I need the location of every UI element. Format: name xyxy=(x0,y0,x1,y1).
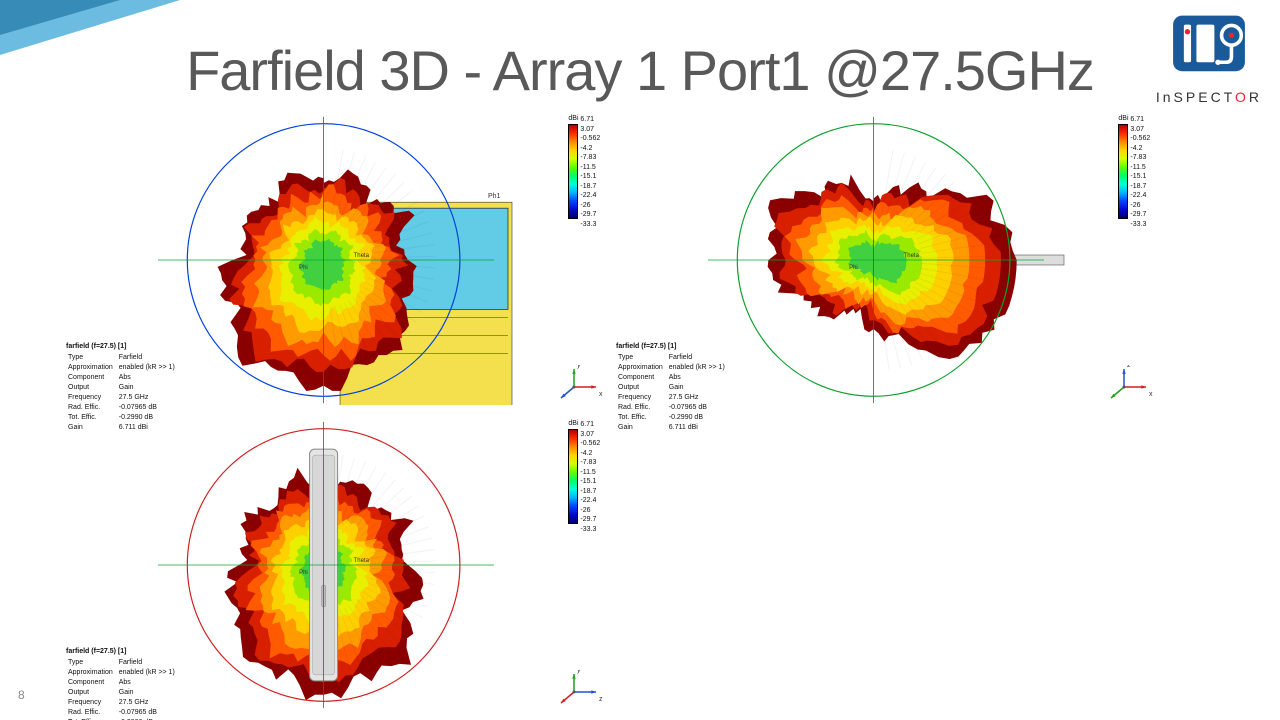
farfield-meta: farfield (f=27.5) [1]TypeFarfieldApproxi… xyxy=(616,343,731,434)
page-title: Farfield 3D - Array 1 Port1 @27.5GHz xyxy=(0,38,1280,103)
svg-text:y: y xyxy=(577,365,581,369)
logo-text: InSPECTOR xyxy=(1156,89,1262,105)
svg-text:Theta: Theta xyxy=(354,558,370,564)
svg-text:x: x xyxy=(1149,391,1153,398)
svg-text:Phi: Phi xyxy=(849,265,858,271)
farfield-meta: farfield (f=27.5) [1]TypeFarfieldApproxi… xyxy=(66,648,181,720)
dbi-colorbar: dBi6.713.07-0.562-4.2-7.83-11.5-15.1-18.… xyxy=(568,115,580,219)
svg-text:Theta: Theta xyxy=(904,253,920,259)
svg-text:Theta: Theta xyxy=(354,253,370,259)
axis-triad: zyx xyxy=(558,670,604,710)
svg-text:x: x xyxy=(599,391,603,398)
svg-text:Ph1: Ph1 xyxy=(488,193,501,200)
svg-text:Phi: Phi xyxy=(299,265,308,271)
dbi-colorbar: dBi6.713.07-0.562-4.2-7.83-11.5-15.1-18.… xyxy=(1118,115,1130,219)
slide-number: 8 xyxy=(18,688,25,702)
svg-text:z: z xyxy=(599,696,603,703)
inspector-logo: InSPECTOR xyxy=(1156,12,1262,105)
axis-triad: xyz xyxy=(558,365,604,405)
farfield-panel-A: Ph1 Theta Phi dBi6.713.07-0.562-4.2-7.83-11… xyxy=(70,115,590,415)
dbi-colorbar: dBi6.713.07-0.562-4.2-7.83-11.5-15.1-18.… xyxy=(568,420,580,524)
farfield-panel-C: Theta Phi dBi6.713.07-0.562-4.2-7.83-11.5-… xyxy=(70,420,590,720)
axis-triad: xzy xyxy=(1108,365,1154,405)
svg-text:y: y xyxy=(577,670,581,674)
farfield-panel-B: Theta Phi dBi6.713.07-0.562-4.2-7.83-11.5-… xyxy=(620,115,1140,415)
svg-text:z: z xyxy=(1127,365,1131,369)
svg-text:Phi: Phi xyxy=(299,570,308,576)
